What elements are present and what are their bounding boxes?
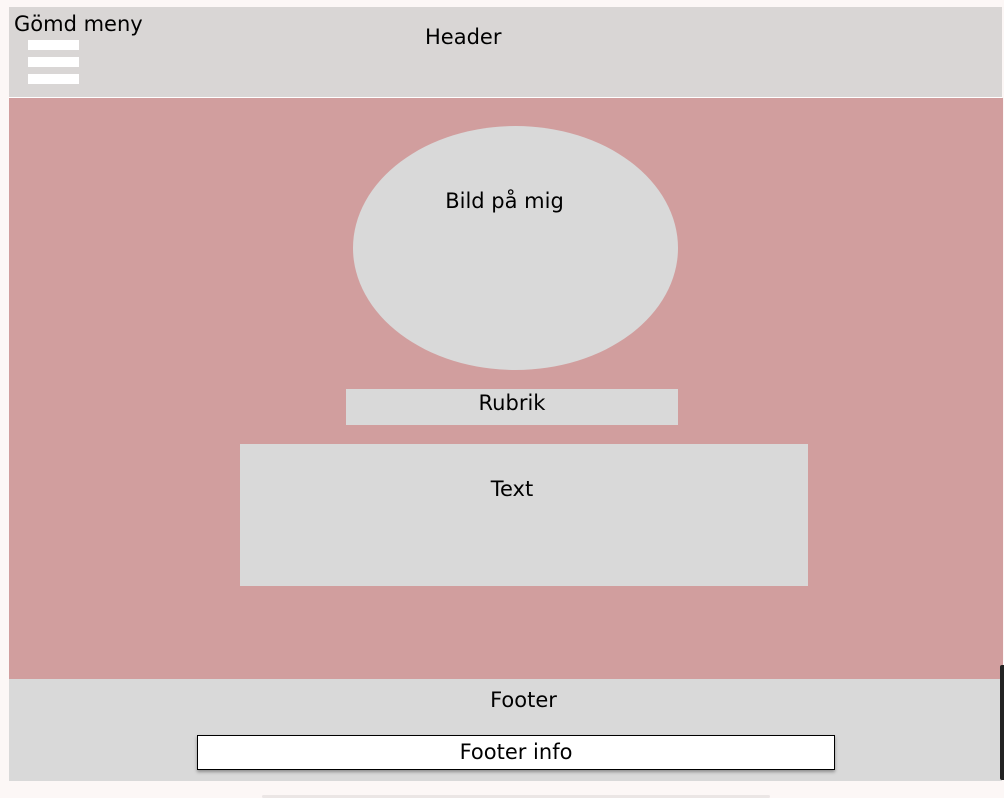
heading-label: Rubrik [478, 391, 546, 415]
bottom-strip [262, 795, 770, 798]
main-content: Bild på mig Rubrik Text [9, 98, 1003, 679]
profile-photo-label: Bild på mig [445, 189, 564, 213]
footer-title: Footer [490, 688, 557, 712]
header-title: Header [425, 25, 502, 49]
hidden-menu-label: Gömd meny [14, 12, 143, 36]
header: Gömd meny Header [9, 7, 1002, 98]
menu-bar-bottom [28, 74, 79, 84]
text-label: Text [490, 477, 534, 501]
text-placeholder: Text [240, 444, 808, 586]
footer-info-label: Footer info [459, 740, 573, 764]
menu-bar-middle [28, 57, 79, 67]
window-edge-shadow [1000, 665, 1004, 780]
footer-info-box: Footer info [197, 735, 835, 770]
menu-bar-top [28, 40, 79, 50]
profile-photo-placeholder: Bild på mig [353, 126, 678, 370]
heading-placeholder: Rubrik [346, 389, 678, 425]
footer: Footer Footer info [9, 679, 1002, 781]
hamburger-menu-icon[interactable] [28, 40, 79, 86]
